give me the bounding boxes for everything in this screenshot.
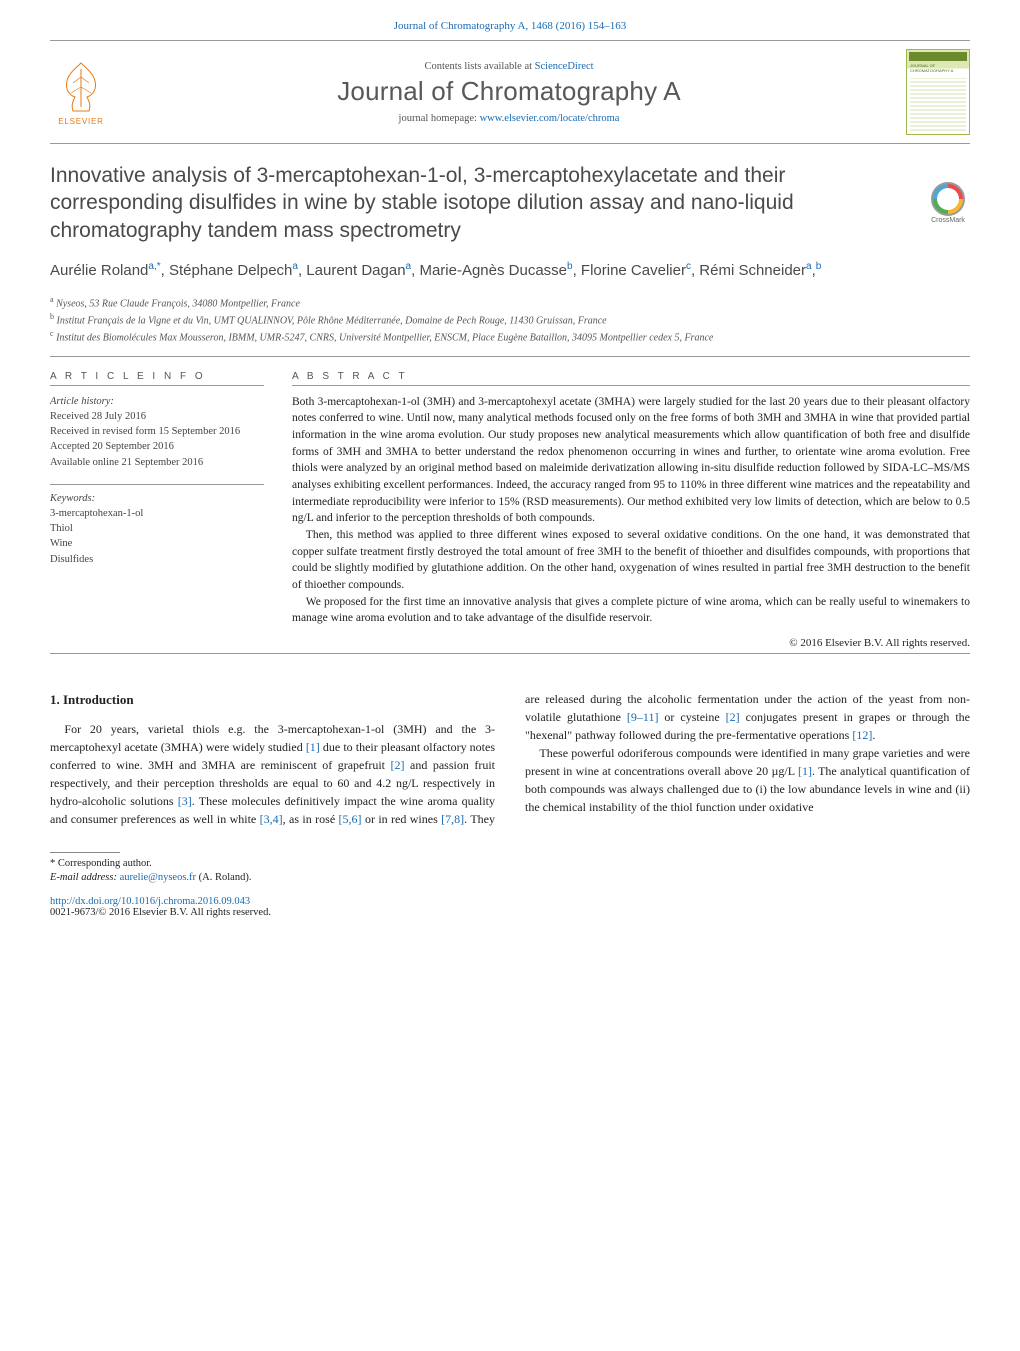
- keyword: Disulfides: [50, 552, 264, 567]
- publisher-name: ELSEVIER: [58, 117, 104, 126]
- body-two-column: 1. Introduction For 20 years, varietal t…: [50, 690, 970, 828]
- ref-link[interactable]: [12]: [852, 728, 872, 742]
- article-info-column: A R T I C L E I N F O Article history: R…: [50, 371, 264, 649]
- journal-homepage-line: journal homepage: www.elsevier.com/locat…: [130, 113, 888, 124]
- cover-thumb-title: JOURNAL OFCHROMATOGRAPHY A: [910, 63, 953, 73]
- affiliation-c: c Institut des Biomolécules Max Moussero…: [50, 328, 970, 345]
- keywords-label: Keywords:: [50, 491, 264, 506]
- crossmark-badge[interactable]: CrossMark: [926, 182, 970, 226]
- affil-a-text: Nyseos, 53 Rue Claude François, 34080 Mo…: [56, 298, 300, 309]
- article-title: Innovative analysis of 3-mercaptohexan-1…: [50, 162, 900, 244]
- contents-available-line: Contents lists available at ScienceDirec…: [130, 61, 888, 72]
- article-history-block: Article history: Received 28 July 2016 R…: [50, 394, 264, 470]
- journal-homepage-link[interactable]: www.elsevier.com/locate/chroma: [480, 113, 620, 124]
- intro-text: .: [872, 728, 875, 742]
- sciencedirect-link[interactable]: ScienceDirect: [535, 61, 594, 72]
- ref-link[interactable]: [7,8]: [441, 812, 464, 826]
- abstract-p1: Both 3-mercaptohexan-1-ol (3MH) and 3-me…: [292, 394, 970, 527]
- affiliation-b: b Institut Français de la Vigne et du Vi…: [50, 311, 970, 328]
- publisher-logo: ELSEVIER: [50, 53, 112, 131]
- doi-block: http://dx.doi.org/10.1016/j.chroma.2016.…: [50, 896, 970, 918]
- doi-link[interactable]: http://dx.doi.org/10.1016/j.chroma.2016.…: [50, 896, 250, 907]
- abstract-text: Both 3-mercaptohexan-1-ol (3MH) and 3-me…: [292, 394, 970, 627]
- meta-abstract-row: A R T I C L E I N F O Article history: R…: [50, 371, 970, 649]
- cover-thumb-bar: [909, 52, 967, 61]
- ref-link[interactable]: [5,6]: [339, 812, 362, 826]
- divider-rule: [50, 356, 970, 357]
- meta-divider: [50, 484, 264, 485]
- affil-sup-c: c: [50, 329, 54, 338]
- received-date: Received 28 July 2016: [50, 409, 264, 424]
- abstract-p3: We proposed for the first time an innova…: [292, 594, 970, 627]
- journal-masthead: ELSEVIER Contents lists available at Sci…: [50, 40, 970, 144]
- abstract-copyright: © 2016 Elsevier B.V. All rights reserved…: [292, 637, 970, 649]
- ref-link[interactable]: [2]: [391, 758, 405, 772]
- keyword: Thiol: [50, 521, 264, 536]
- abstract-p2: Then, this method was applied to three d…: [292, 527, 970, 594]
- footnote-rule: [50, 852, 120, 853]
- masthead-center: Contents lists available at ScienceDirec…: [130, 61, 888, 124]
- page-footer: * Corresponding author. E-mail address: …: [50, 852, 970, 918]
- intro-text: or in red wines: [362, 812, 442, 826]
- ref-link[interactable]: [9–11]: [627, 710, 659, 724]
- accepted-date: Accepted 20 September 2016: [50, 439, 264, 454]
- homepage-prefix: journal homepage:: [399, 113, 480, 124]
- affil-c-text: Institut des Biomolécules Max Mousseron,…: [56, 333, 713, 344]
- email-suffix: (A. Roland).: [196, 872, 251, 883]
- journal-name: Journal of Chromatography A: [130, 76, 888, 107]
- intro-text: or cysteine: [658, 710, 725, 724]
- revised-date: Received in revised form 15 September 20…: [50, 424, 264, 439]
- crossmark-icon: [931, 182, 965, 216]
- ref-link[interactable]: [3]: [178, 794, 192, 808]
- corresponding-author-block: * Corresponding author. E-mail address: …: [50, 857, 970, 886]
- online-date: Available online 21 September 2016: [50, 455, 264, 470]
- keywords-block: Keywords: 3-mercaptohexan-1-ol Thiol Win…: [50, 491, 264, 567]
- citation-line: Journal of Chromatography A, 1468 (2016)…: [50, 20, 970, 32]
- keyword: 3-mercaptohexan-1-ol: [50, 506, 264, 521]
- ref-link[interactable]: [2]: [726, 710, 740, 724]
- email-label: E-mail address:: [50, 872, 120, 883]
- issn-copyright-line: 0021-9673/© 2016 Elsevier B.V. All right…: [50, 907, 271, 918]
- email-line: E-mail address: aurelie@nyseos.fr (A. Ro…: [50, 871, 970, 886]
- ref-link[interactable]: [1]: [798, 764, 812, 778]
- corresponding-label: * Corresponding author.: [50, 857, 970, 872]
- email-link[interactable]: aurelie@nyseos.fr: [120, 872, 196, 883]
- authors-line: Aurélie Rolanda,*, Stéphane Delpecha, La…: [50, 260, 970, 282]
- intro-text: , as in rosé: [283, 812, 339, 826]
- crossmark-label: CrossMark: [931, 217, 965, 224]
- introduction-section: 1. Introduction For 20 years, varietal t…: [50, 690, 970, 828]
- history-label: Article history:: [50, 394, 264, 409]
- intro-p2: These powerful odoriferous compounds wer…: [525, 744, 970, 816]
- contents-prefix: Contents lists available at: [424, 61, 534, 72]
- intro-heading: 1. Introduction: [50, 690, 495, 710]
- ref-link[interactable]: [3,4]: [260, 812, 283, 826]
- cover-thumb-image: [910, 78, 966, 131]
- affiliation-a: a Nyseos, 53 Rue Claude François, 34080 …: [50, 294, 970, 311]
- affiliations-block: a Nyseos, 53 Rue Claude François, 34080 …: [50, 294, 970, 346]
- keyword: Wine: [50, 536, 264, 551]
- abstract-column: A B S T R A C T Both 3-mercaptohexan-1-o…: [292, 371, 970, 649]
- abstract-bottom-rule: [50, 653, 970, 658]
- affil-sup-a: a: [50, 295, 54, 304]
- journal-cover-thumbnail: JOURNAL OFCHROMATOGRAPHY A: [906, 49, 970, 135]
- article-info-heading: A R T I C L E I N F O: [50, 371, 264, 386]
- affil-b-text: Institut Français de la Vigne et du Vin,…: [57, 315, 607, 326]
- abstract-heading: A B S T R A C T: [292, 371, 970, 386]
- ref-link[interactable]: [1]: [306, 740, 320, 754]
- elsevier-tree-icon: [55, 59, 107, 117]
- affil-sup-b: b: [50, 312, 54, 321]
